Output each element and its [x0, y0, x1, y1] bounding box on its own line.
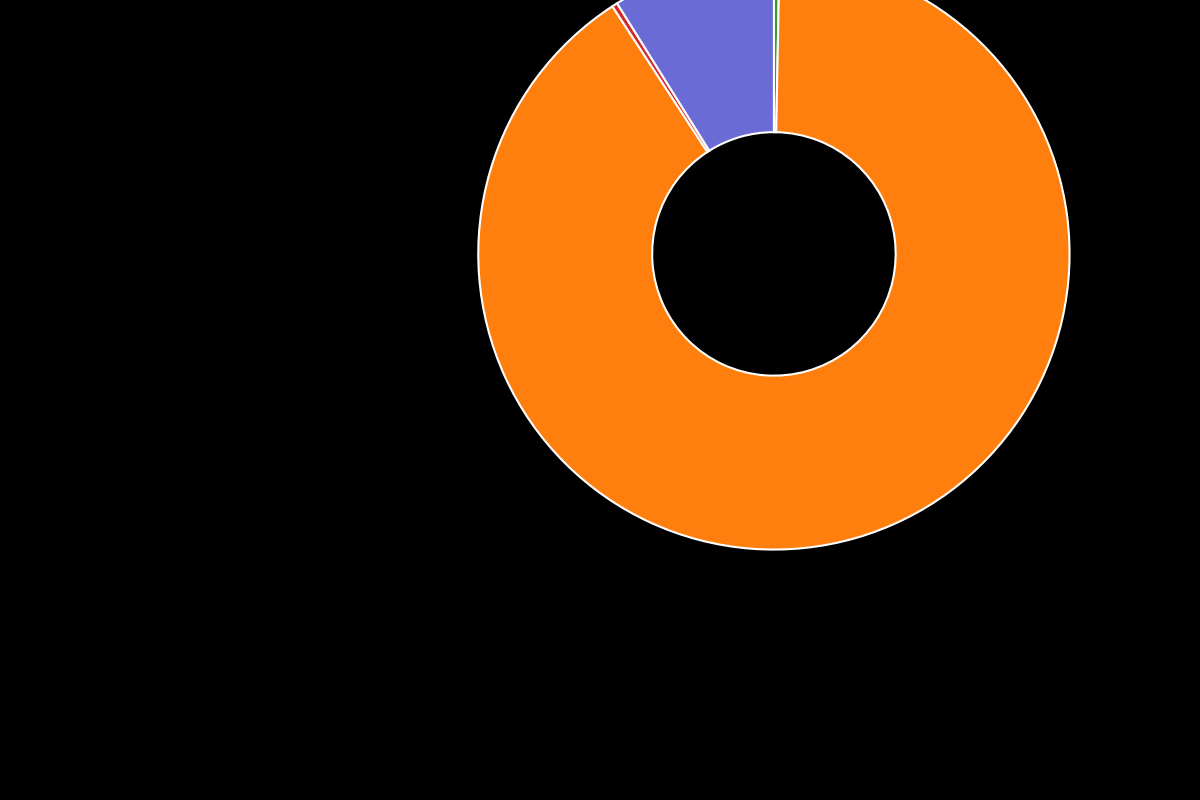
- Wedge shape: [774, 0, 780, 132]
- Wedge shape: [479, 0, 1069, 550]
- Legend: , , , : , , ,: [462, 0, 738, 2]
- Wedge shape: [617, 0, 774, 150]
- Wedge shape: [612, 3, 709, 152]
